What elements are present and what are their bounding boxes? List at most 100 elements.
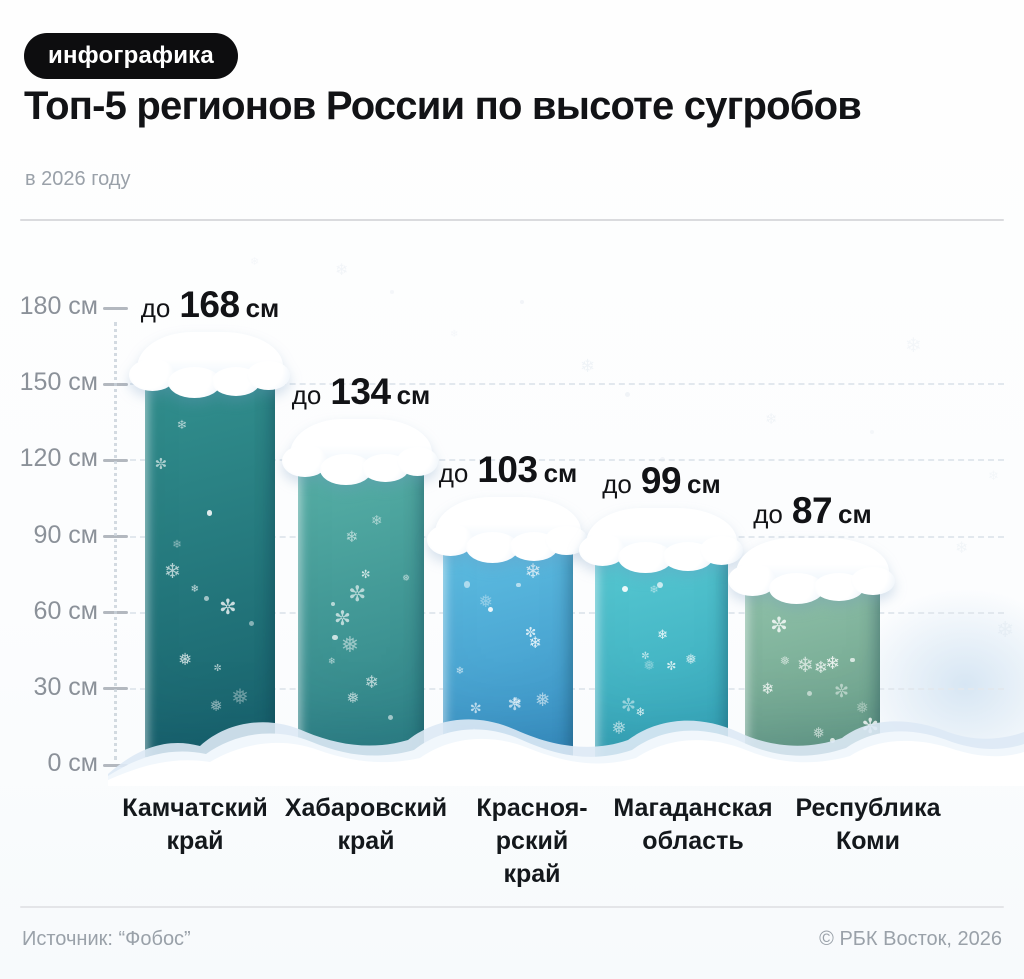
snowflake-icon: ❄: [813, 658, 828, 678]
snowflake-icon: ❅: [855, 698, 869, 718]
snow-dot: [520, 300, 524, 304]
snow-cap-lobe: [397, 447, 439, 476]
snowflake-icon: ❄: [796, 653, 815, 678]
value-number: 103: [477, 449, 538, 491]
snow-dot: [806, 691, 813, 697]
snowflake-icon: ❅: [511, 695, 522, 710]
snowflake-icon: ❄: [996, 618, 1015, 643]
snow-dot: [515, 582, 521, 588]
snow-drift: [108, 719, 1024, 786]
snowflake-icon: ❄: [327, 656, 336, 667]
value-number: 87: [791, 490, 833, 532]
snow-dot: [331, 602, 336, 607]
category-label: Хабаровский край: [276, 792, 456, 858]
snowflake-icon: ❅: [535, 690, 551, 712]
snowflake-icon: ✼: [219, 594, 237, 619]
snow-cap: [728, 538, 896, 604]
snowflake-icon: ✼: [641, 650, 650, 662]
value-prefix: до: [602, 468, 632, 499]
snowflake-icon: ✼: [666, 658, 677, 673]
category-label: Камчатский край: [105, 792, 285, 858]
snowflake-icon: ❄: [455, 665, 465, 677]
value-prefix: до: [438, 458, 469, 489]
gridline: [130, 383, 1004, 386]
value-number: 134: [330, 370, 391, 412]
snowflake-icon: ❅: [401, 573, 410, 585]
category-label-line: край: [337, 827, 395, 855]
snow-cap-lobe: [851, 566, 896, 596]
snowflake-icon: ❄: [825, 653, 840, 674]
bar: ❄❅✼❅✼❄✼❄❅❄: [745, 574, 880, 757]
snowflake-icon: ❄: [172, 537, 182, 552]
category-label-line: край: [503, 860, 561, 888]
y-axis-label: 180 см: [19, 292, 98, 320]
snowflake-icon: ❄: [190, 583, 200, 595]
snowflake-icon: ❅: [178, 649, 193, 670]
snow-dot: [463, 581, 470, 588]
snowflake-icon: ❄: [163, 558, 182, 583]
snowflake-icon: ❅: [611, 718, 627, 740]
y-axis-label: 90 см: [33, 520, 98, 549]
snowflake-icon: ❄: [649, 583, 659, 597]
category-label: Республика Коми: [778, 792, 958, 858]
bar: ❄❅✼❅✼❄✼❄❅❄: [145, 368, 275, 757]
snowflake-icon: ❄: [635, 704, 646, 719]
value-unit: см: [396, 379, 431, 410]
snow-dot: [850, 658, 855, 663]
snowflake-icon: ✼: [833, 680, 849, 702]
snowflake-icon: ✼: [348, 582, 367, 608]
value-unit: см: [245, 293, 280, 324]
value-prefix: до: [753, 499, 783, 530]
snowflake-icon: ✼: [770, 612, 788, 637]
y-axis-label: 60 см: [33, 596, 98, 625]
snowflake-icon: ❅: [346, 689, 360, 708]
badge-label: инфографика: [48, 42, 214, 69]
snowflake-icon: ✼: [154, 454, 168, 473]
snowflake-icon: ❄: [580, 356, 596, 377]
category-label-line: область: [642, 827, 744, 855]
snow-cap-lobe: [699, 536, 743, 565]
snowflake-icon: ❄: [524, 559, 542, 584]
snowflake-icon: ✼: [621, 696, 636, 717]
y-axis-label: 150 см: [19, 368, 98, 397]
snow-dot: [332, 634, 338, 640]
axis-tick: [103, 763, 128, 767]
snowflake-icon: ✼: [334, 605, 351, 630]
value-number: 168: [179, 284, 240, 326]
snow-cap-lobe: [247, 360, 290, 390]
snow-dot: [387, 714, 394, 721]
snowflake-icon: ❄: [905, 333, 922, 357]
bar: ❄❅✼❅✼❄✼❄❅❄: [298, 454, 424, 757]
category-label-line: Хабаровский: [284, 794, 448, 822]
value-unit: см: [687, 468, 721, 499]
category-label-line: Магаданская: [613, 794, 773, 822]
infographic-badge: инфографика: [24, 33, 238, 79]
snowflake-icon: ❄: [450, 329, 459, 340]
snowflake-icon: ❅: [643, 657, 655, 674]
snowflake-icon: ❅: [685, 651, 697, 668]
snowflake-icon: ❄: [955, 538, 969, 557]
gridline: [130, 459, 1004, 462]
snowflake-icon: ✼: [469, 700, 482, 717]
snow-cap: [578, 507, 743, 574]
value-label: до 99 см: [532, 460, 792, 502]
snowflake-icon: ❄: [528, 632, 542, 652]
category-label-line: Красноя-: [476, 794, 588, 822]
snowflake-icon: ❄: [761, 679, 775, 699]
snow-dot: [870, 430, 874, 434]
value-label: до 168 см: [80, 284, 340, 326]
bar: ❄❅✼❅✼❄✼❄❅❄: [595, 543, 728, 757]
snow-cap: [128, 332, 290, 399]
y-axis-label: 30 см: [33, 672, 98, 701]
value-prefix: до: [140, 293, 171, 324]
snowflake-icon: ❄: [335, 260, 349, 279]
snow-cap: [282, 418, 439, 485]
snowflake-icon: ❄: [250, 255, 260, 268]
snowflake-icon: ❅: [812, 724, 826, 743]
page-title: Топ-5 регионов России по высоте сугробов: [24, 84, 862, 128]
snowflake-icon: ❄: [988, 469, 999, 484]
y-axis-label: 0 см: [47, 749, 98, 777]
header-divider: [20, 219, 1004, 221]
value-label: до 103 см: [378, 449, 638, 491]
